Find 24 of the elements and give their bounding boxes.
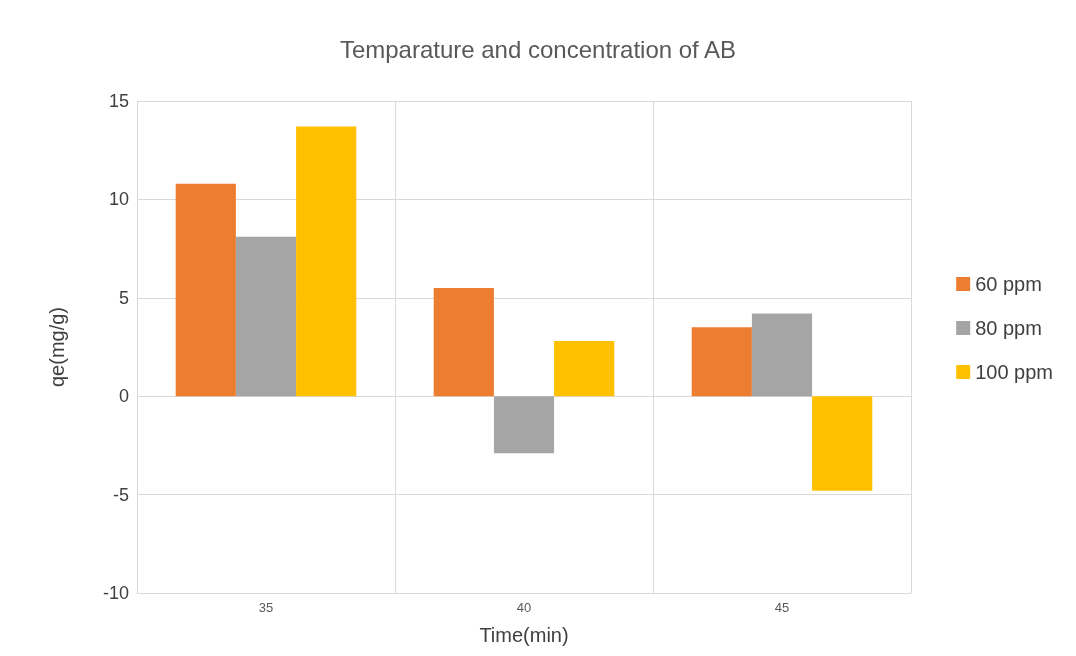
bar — [296, 126, 357, 397]
chart-title: Temparature and concentration of AB — [339, 35, 737, 63]
x-tick-label: 40 — [516, 600, 532, 615]
x-tick-label: 45 — [774, 600, 790, 615]
x-tick-label: 35 — [258, 600, 274, 615]
bar — [751, 313, 813, 397]
bar — [554, 341, 615, 397]
y-tick-label: 0 — [118, 386, 129, 407]
bar — [235, 236, 297, 397]
bar — [691, 327, 752, 397]
bar — [175, 183, 236, 397]
y-tick-label: -10 — [102, 583, 129, 603]
legend-label: 100 ppm — [975, 361, 1054, 383]
y-tick-label: 5 — [118, 287, 129, 308]
y-axis-title: qe(mg/g) — [46, 306, 68, 388]
y-tick-label: 15 — [108, 91, 129, 111]
legend-label: 60 ppm — [975, 273, 1042, 295]
bar — [812, 396, 873, 491]
bar — [493, 396, 555, 454]
legend-label: 80 ppm — [975, 317, 1042, 339]
bar — [433, 287, 494, 397]
y-tick-label: -5 — [112, 484, 129, 505]
x-axis-title: Time(min) — [479, 624, 569, 646]
y-tick-label: 10 — [108, 189, 129, 210]
